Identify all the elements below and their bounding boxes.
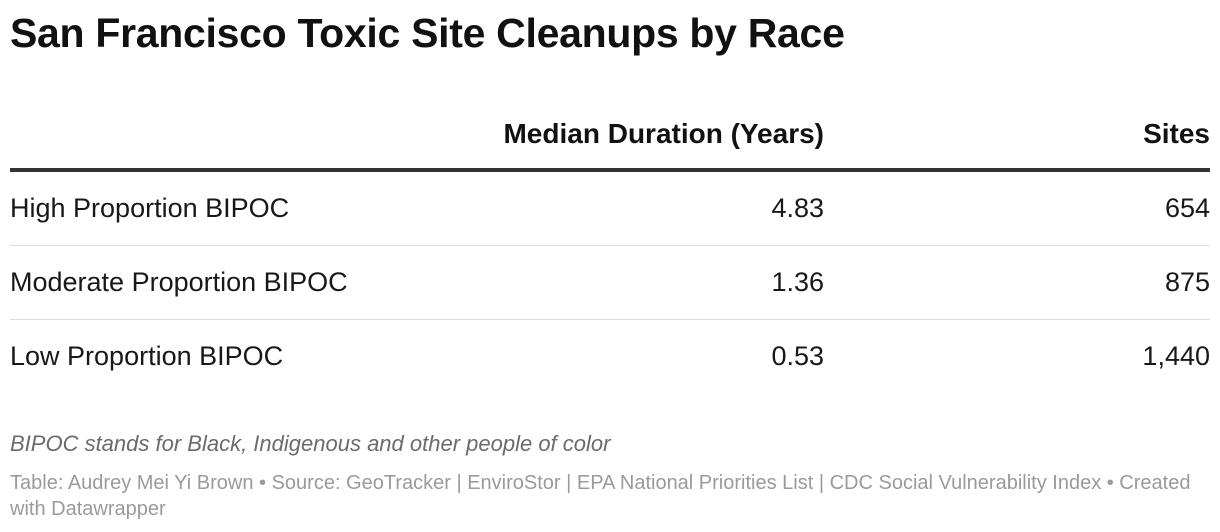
row-label: Moderate Proportion BIPOC (10, 267, 348, 297)
table-notes: BIPOC stands for Black, Indigenous and o… (10, 431, 611, 456)
table-header: Median Duration (Years) Sites (10, 110, 1210, 172)
row-label: High Proportion BIPOC (10, 193, 290, 223)
column-header-median-duration: Median Duration (Years) (503, 118, 824, 149)
table-row: Low Proportion BIPOC 0.53 1,440 (10, 320, 1210, 393)
data-table: Median Duration (Years) Sites High Propo… (10, 110, 1210, 393)
sites-value: 1,440 (1142, 341, 1210, 371)
table-row: High Proportion BIPOC 4.83 654 (10, 172, 1210, 246)
median-duration-value: 4.83 (771, 193, 824, 223)
median-duration-value: 1.36 (771, 267, 824, 297)
median-duration-value: 0.53 (771, 341, 824, 371)
sites-value: 875 (1164, 267, 1210, 297)
table-row: Moderate Proportion BIPOC 1.36 875 (10, 246, 1210, 320)
row-label: Low Proportion BIPOC (10, 341, 284, 371)
column-header-sites: Sites (1143, 118, 1210, 149)
source-footer: Table: Audrey Mei Yi Brown • Source: Geo… (10, 472, 1191, 520)
sites-value: 654 (1164, 193, 1210, 223)
chart-title: San Francisco Toxic Site Cleanups by Rac… (10, 10, 845, 56)
